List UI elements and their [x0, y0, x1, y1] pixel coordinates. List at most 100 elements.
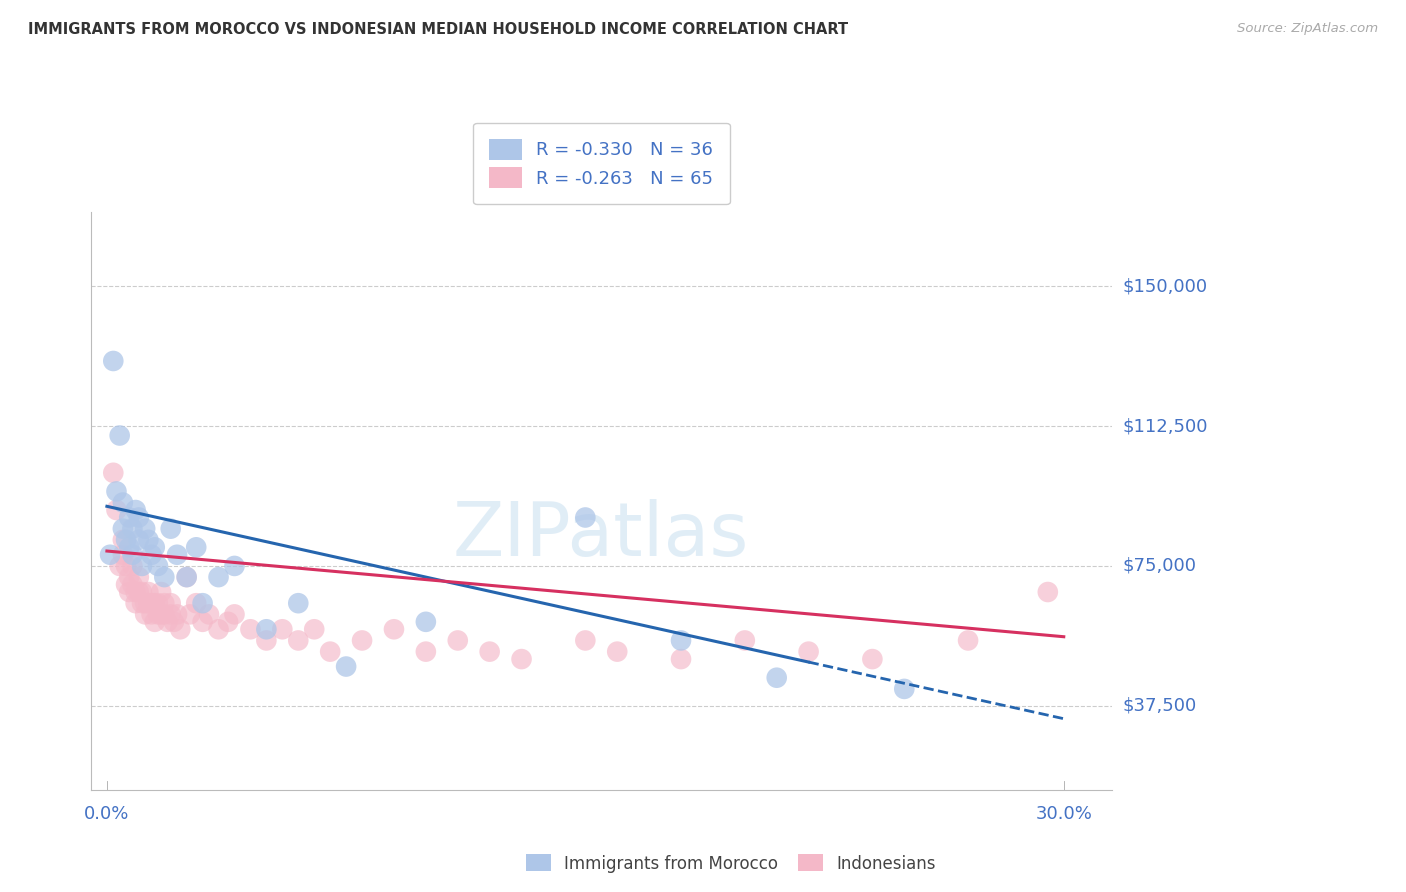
Point — [131, 558, 153, 573]
Point — [118, 585, 141, 599]
Point — [105, 484, 128, 499]
Point — [254, 633, 277, 648]
Point — [169, 622, 191, 636]
Point — [352, 633, 374, 648]
Point — [271, 622, 294, 636]
Point — [179, 607, 201, 622]
Point — [510, 652, 533, 666]
Point — [124, 585, 146, 599]
Point — [150, 585, 173, 599]
Point — [121, 558, 143, 573]
Point — [111, 533, 134, 547]
Point — [860, 652, 883, 666]
Point — [574, 510, 596, 524]
Point — [143, 615, 166, 629]
Text: $112,500: $112,500 — [1123, 417, 1208, 435]
Point — [415, 615, 437, 629]
Point — [159, 522, 181, 536]
Point — [217, 615, 239, 629]
Point — [121, 577, 143, 591]
Point — [115, 533, 138, 547]
Point — [118, 541, 141, 555]
Point — [191, 615, 214, 629]
Point — [224, 607, 246, 622]
Point — [146, 596, 169, 610]
Point — [141, 607, 163, 622]
Point — [287, 633, 309, 648]
Point — [176, 570, 198, 584]
Point — [121, 522, 143, 536]
Point — [128, 585, 150, 599]
Point — [128, 533, 150, 547]
Point — [143, 596, 166, 610]
Point — [239, 622, 262, 636]
Point — [131, 596, 153, 610]
Point — [335, 659, 357, 673]
Point — [150, 607, 173, 622]
Point — [111, 495, 134, 509]
Point — [103, 466, 125, 480]
Point — [669, 633, 692, 648]
Point — [131, 585, 153, 599]
Point — [207, 622, 229, 636]
Point — [134, 607, 156, 622]
Point — [138, 596, 160, 610]
Point — [382, 622, 405, 636]
Text: Source: ZipAtlas.com: Source: ZipAtlas.com — [1237, 22, 1378, 36]
Point — [141, 548, 163, 562]
Point — [606, 645, 628, 659]
Point — [146, 607, 169, 622]
Point — [478, 645, 501, 659]
Point — [118, 510, 141, 524]
Point — [574, 633, 596, 648]
Point — [108, 428, 131, 442]
Point — [105, 503, 128, 517]
Point — [166, 607, 188, 622]
Text: $75,000: $75,000 — [1123, 557, 1197, 575]
Point — [186, 541, 208, 555]
Point — [111, 522, 134, 536]
Point — [153, 596, 176, 610]
Point — [287, 596, 309, 610]
Point — [111, 548, 134, 562]
Point — [159, 607, 181, 622]
Text: IMMIGRANTS FROM MOROCCO VS INDONESIAN MEDIAN HOUSEHOLD INCOME CORRELATION CHART: IMMIGRANTS FROM MOROCCO VS INDONESIAN ME… — [28, 22, 848, 37]
Point — [1036, 585, 1059, 599]
Point — [143, 541, 166, 555]
Point — [108, 558, 131, 573]
Point — [103, 354, 125, 368]
Point — [957, 633, 980, 648]
Point — [176, 570, 198, 584]
Point — [319, 645, 342, 659]
Point — [124, 596, 146, 610]
Point — [224, 558, 246, 573]
Point — [159, 596, 181, 610]
Point — [121, 548, 143, 562]
Point — [124, 503, 146, 517]
Point — [138, 585, 160, 599]
Point — [207, 570, 229, 584]
Point — [156, 615, 179, 629]
Point — [186, 596, 208, 610]
Point — [669, 652, 692, 666]
Point — [163, 615, 186, 629]
Point — [302, 622, 325, 636]
Point — [118, 570, 141, 584]
Point — [191, 596, 214, 610]
Point — [138, 533, 160, 547]
Point — [765, 671, 787, 685]
Text: $37,500: $37,500 — [1123, 697, 1197, 714]
Legend: R = -0.330   N = 36, R = -0.263   N = 65: R = -0.330 N = 36, R = -0.263 N = 65 — [472, 123, 730, 204]
Point — [153, 570, 176, 584]
Point — [115, 558, 138, 573]
Point — [98, 548, 121, 562]
Point — [115, 577, 138, 591]
Legend: Immigrants from Morocco, Indonesians: Immigrants from Morocco, Indonesians — [519, 847, 943, 880]
Point — [893, 681, 915, 696]
Point — [134, 596, 156, 610]
Point — [153, 607, 176, 622]
Point — [141, 596, 163, 610]
Point — [166, 548, 188, 562]
Point — [146, 558, 169, 573]
Point — [128, 510, 150, 524]
